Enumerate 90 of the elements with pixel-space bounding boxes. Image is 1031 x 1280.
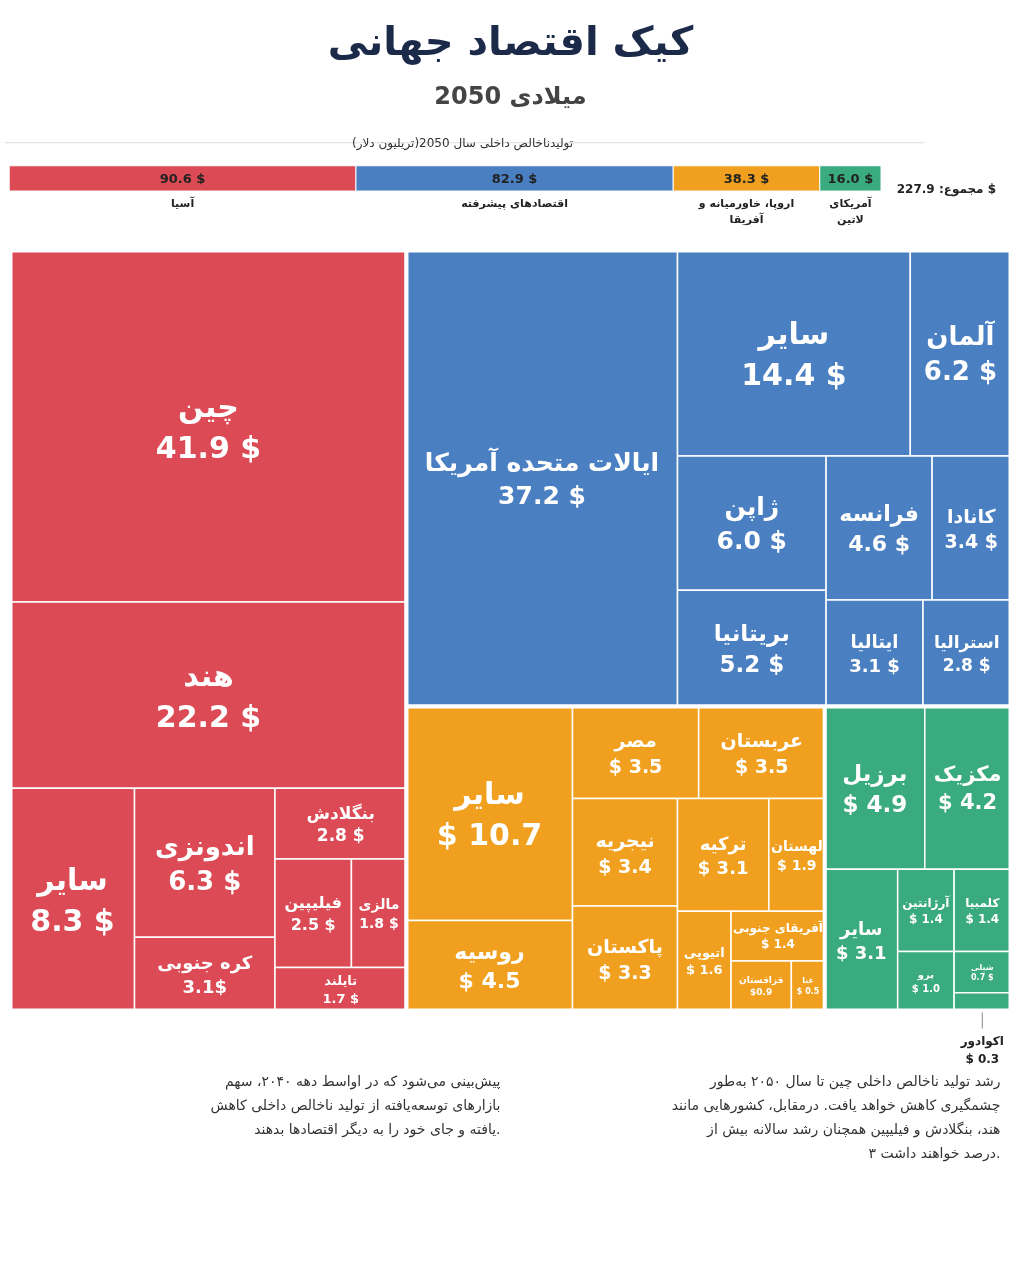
category-label: قزاقستان	[739, 974, 784, 986]
category-label: آفریقای جنوبی	[732, 920, 824, 937]
text: کیک اقتصاد جهانی	[327, 17, 694, 65]
category-label: برزیل	[842, 759, 908, 787]
data-label: 1.7 $	[322, 990, 360, 1006]
data-label: 2.8 $	[316, 825, 365, 846]
data-label: 2.5 $	[290, 914, 336, 934]
text: پیش‌بینی می‌شود که در اواسط دهه ۲۰۴۰، سهم بازارهای توسعه‌یافته از تولید ناخالص داخلی کاهش یافته و جای خود را به دیگر اقتصادها بدهند.	[210, 1072, 501, 1138]
category-label: کلمبیا	[965, 895, 1000, 910]
data-label: 5.2 $	[719, 651, 785, 678]
data-label: 2.8 $	[942, 655, 991, 676]
data-label: $ 10.7	[436, 816, 543, 852]
data-label: 3.1 $	[849, 655, 900, 677]
data-label: 0.7 $	[971, 973, 994, 983]
category-label: ترکیه	[699, 832, 747, 855]
data-label: $0.9	[750, 987, 773, 997]
data-label: $ 1.4	[908, 911, 943, 926]
category-label: اکوادور	[959, 1033, 1004, 1049]
data-label: $ 1.4	[761, 937, 795, 952]
series-label: آمریکای لاتین	[829, 196, 872, 227]
data-label: $ 1.6	[685, 962, 723, 978]
data-label: 6.2 $	[923, 356, 997, 387]
data-label: 6.0 $	[716, 526, 788, 556]
category-label: آرژانتین	[902, 894, 951, 910]
data-label: $ 1.9	[777, 856, 817, 873]
data-label: $ 3.5	[734, 754, 789, 777]
data-label: $ 3.1	[835, 941, 887, 963]
data-label: 37.2 $	[498, 481, 586, 511]
data-label: 4.6 $	[848, 530, 911, 556]
data-label: 3.1$	[182, 975, 227, 997]
series-label: اقتصادهای پیشرفته	[461, 197, 568, 211]
data-label: $ 1.0	[911, 982, 940, 994]
text: رشد تولید ناخالص داخلی چین تا سال ۲۰۵۰ به‌طور چشمگیری کاهش خواهد یافت. درمقابل، کشورهایی مانند هند، بنگلادش و فیلیپین همچنان رشد سالانه بیش از ۳ درصد خواهند داشت.	[671, 1072, 1001, 1162]
category-label: چین	[178, 389, 239, 426]
category-label: فرانسه	[839, 501, 919, 528]
category-label: بنگلادش	[306, 802, 375, 823]
category-label: هند	[183, 658, 234, 694]
data-label: $ 1.4	[965, 911, 1000, 926]
category-label: فیلیپین	[284, 893, 342, 914]
data-label: 38.3 $	[723, 170, 770, 186]
category-label: استرالیا	[933, 632, 1000, 654]
category-label: شیلی	[971, 962, 994, 972]
data-label: $ 4.2	[938, 790, 998, 815]
data-label: 90.6 $	[159, 170, 206, 186]
data-label: $ 3.1	[697, 857, 749, 879]
category-label: مالزی	[358, 896, 400, 914]
data-label: $ 4.9	[842, 790, 908, 817]
category-label: ایتالیا	[850, 631, 899, 653]
data-label: 3.4 $	[944, 530, 999, 553]
category-label: اتیوپی	[683, 944, 725, 960]
data-label: $ 3.3	[598, 960, 652, 983]
category-label: ایالات متحده آمریکا	[424, 446, 660, 478]
category-label: سایر	[35, 862, 108, 898]
data-label: 22.2 $	[155, 698, 262, 734]
category-label: اندونزی	[154, 830, 255, 862]
category-label: تایلند	[324, 973, 358, 989]
category-label: ژاپن	[724, 492, 780, 523]
data-label: 8.3 $	[30, 902, 115, 938]
category-label: عربستان	[720, 729, 803, 753]
data-label: $ 0.5	[796, 986, 820, 996]
data-label: $ 3.4	[598, 854, 652, 877]
category-label: مکزیک	[933, 762, 1002, 787]
category-label: لهستان	[770, 837, 823, 855]
category-label: سایر	[756, 316, 830, 352]
data-label: 14.4 $	[741, 356, 847, 392]
text: 2050 میلادی	[434, 81, 587, 110]
data-label: 82.9 $	[491, 170, 538, 186]
category-label: روسیه	[454, 938, 525, 965]
data-label: 6.3 $	[168, 865, 242, 896]
category-label: نیجریه	[595, 828, 655, 852]
chart-title: تولیدناخالص داخلی سال 2050(تریلیون دلار)	[352, 135, 574, 151]
category-label: سایر	[452, 776, 525, 812]
data-label: $ 0.3	[965, 1051, 1000, 1066]
data-label: $ 3.5	[608, 754, 663, 777]
series-label: اروپا، خاورمیانه و آفریقا	[697, 197, 795, 227]
data-label: 41.9 $	[155, 429, 262, 465]
category-label: کانادا	[946, 504, 997, 527]
category-label: پاکستان	[587, 934, 663, 958]
data-label: $ 4.5	[458, 968, 521, 994]
category-label: آلمان	[926, 320, 996, 352]
data-label: 1.8 $	[359, 915, 399, 932]
data-label: 16.0 $	[827, 170, 874, 186]
category-label: بریتانیا	[713, 620, 790, 648]
category-label: مصر	[613, 729, 657, 753]
category-label: سایر	[839, 917, 883, 940]
text: مجموع: 227.9 $	[896, 181, 997, 197]
category-label: پرو	[916, 969, 935, 982]
category-label: کره جنوبی	[157, 951, 253, 974]
series-label: آسیا	[170, 196, 195, 211]
category-label: غنا	[802, 976, 814, 985]
